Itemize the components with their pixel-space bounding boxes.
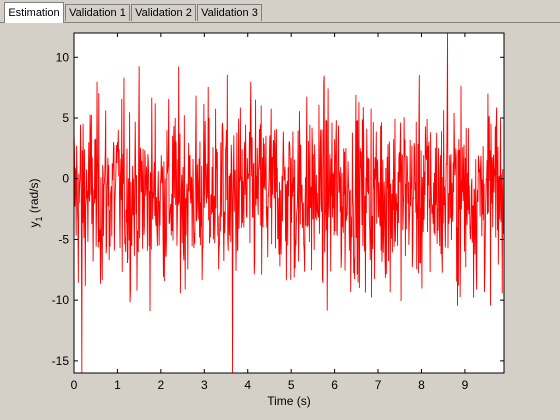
plot-area xyxy=(74,33,504,373)
x-tick-label: 7 xyxy=(375,378,382,392)
x-axis-label: Time (s) xyxy=(267,394,311,408)
plot-frame xyxy=(73,32,505,374)
tab-estimation[interactable]: Estimation xyxy=(4,2,64,23)
y-axis-label-main: y xyxy=(27,222,41,228)
y-tick-label: -5 xyxy=(58,232,69,246)
x-tick-label: 0 xyxy=(71,378,78,392)
y-tick-label: -10 xyxy=(52,293,70,307)
x-axis-ticks: 0 1 2 3 4 5 6 7 8 9 xyxy=(71,33,469,392)
x-tick-label: 4 xyxy=(244,378,251,392)
tab-validation-3[interactable]: Validation 3 xyxy=(197,4,262,21)
y-axis-ticks: -15 -10 -5 0 5 10 xyxy=(52,50,504,368)
x-tick-label: 1 xyxy=(114,378,121,392)
tab-validation-1[interactable]: Validation 1 xyxy=(65,4,130,21)
x-tick-label: 2 xyxy=(158,378,165,392)
series-layer xyxy=(74,33,504,373)
y-tick-label: 10 xyxy=(56,50,70,64)
y-tick-label: 0 xyxy=(62,172,69,186)
series-line xyxy=(74,33,504,373)
tab-underline xyxy=(0,22,560,23)
x-tick-label: 5 xyxy=(288,378,295,392)
x-tick-label: 6 xyxy=(331,378,338,392)
y-axis-label-subscript: 1 xyxy=(34,217,44,222)
y-axis-label: y1 (rad/s) xyxy=(27,178,44,227)
x-tick-label: 8 xyxy=(418,378,425,392)
tab-strip: Estimation Validation 1 Validation 2 Val… xyxy=(0,0,560,24)
y-tick-label: 5 xyxy=(62,111,69,125)
tab-validation-2[interactable]: Validation 2 xyxy=(131,4,196,21)
y-tick-label: -15 xyxy=(52,354,70,368)
y-axis-label-unit: (rad/s) xyxy=(27,178,41,216)
x-tick-label: 9 xyxy=(462,378,469,392)
x-tick-label: 3 xyxy=(201,378,208,392)
